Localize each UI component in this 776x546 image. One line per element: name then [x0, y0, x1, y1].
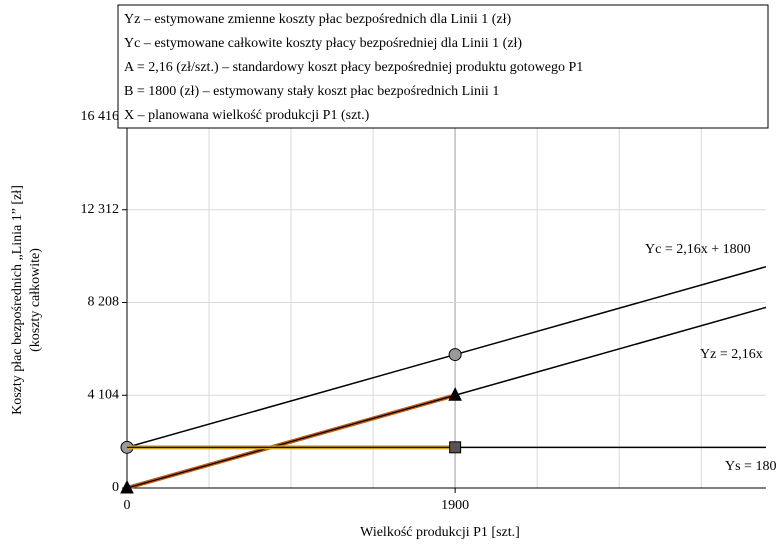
marker [120, 479, 134, 494]
legend-text: B = 1800 (zł) – estymowany stały koszt p… [124, 84, 499, 99]
series-label: Ys = 1800 [725, 459, 776, 474]
y-tick-label: 12 312 [81, 202, 120, 217]
marker [448, 348, 462, 362]
y-tick-label: 8 208 [88, 295, 120, 310]
x-tick-label: 0 [124, 498, 131, 513]
x-tick-label: 1900 [441, 498, 469, 513]
marker [449, 441, 462, 454]
legend-text: A = 2,16 (zł/szt.) – standardowy koszt p… [124, 60, 583, 75]
legend-box [117, 4, 769, 129]
y-tick-label: 0 [112, 480, 119, 495]
series-label: Yz = 2,16x [700, 347, 763, 362]
marker [448, 387, 462, 401]
series-line [126, 394, 456, 489]
x-axis-label: Wielkość produkcji P1 [szt.] [360, 525, 520, 540]
legend-text: Yc – estymowane całkowite koszty płacy b… [124, 36, 522, 51]
legend-text: X – planowana wielkość produkcji P1 (szt… [124, 108, 370, 123]
series-label: Yc = 2,16x + 1800 [645, 242, 751, 257]
y-axis-label: (koszty całkowite) [28, 248, 43, 352]
y-axis-label: Koszty płac bezpośrednich „Linia 1” [zł] [10, 185, 25, 415]
series-line [126, 265, 767, 449]
legend-text: Yz – estymowane zmienne koszty płac bezp… [124, 12, 512, 27]
y-tick-label: 4 104 [88, 387, 120, 402]
y-tick-label: 16 416 [81, 109, 120, 124]
